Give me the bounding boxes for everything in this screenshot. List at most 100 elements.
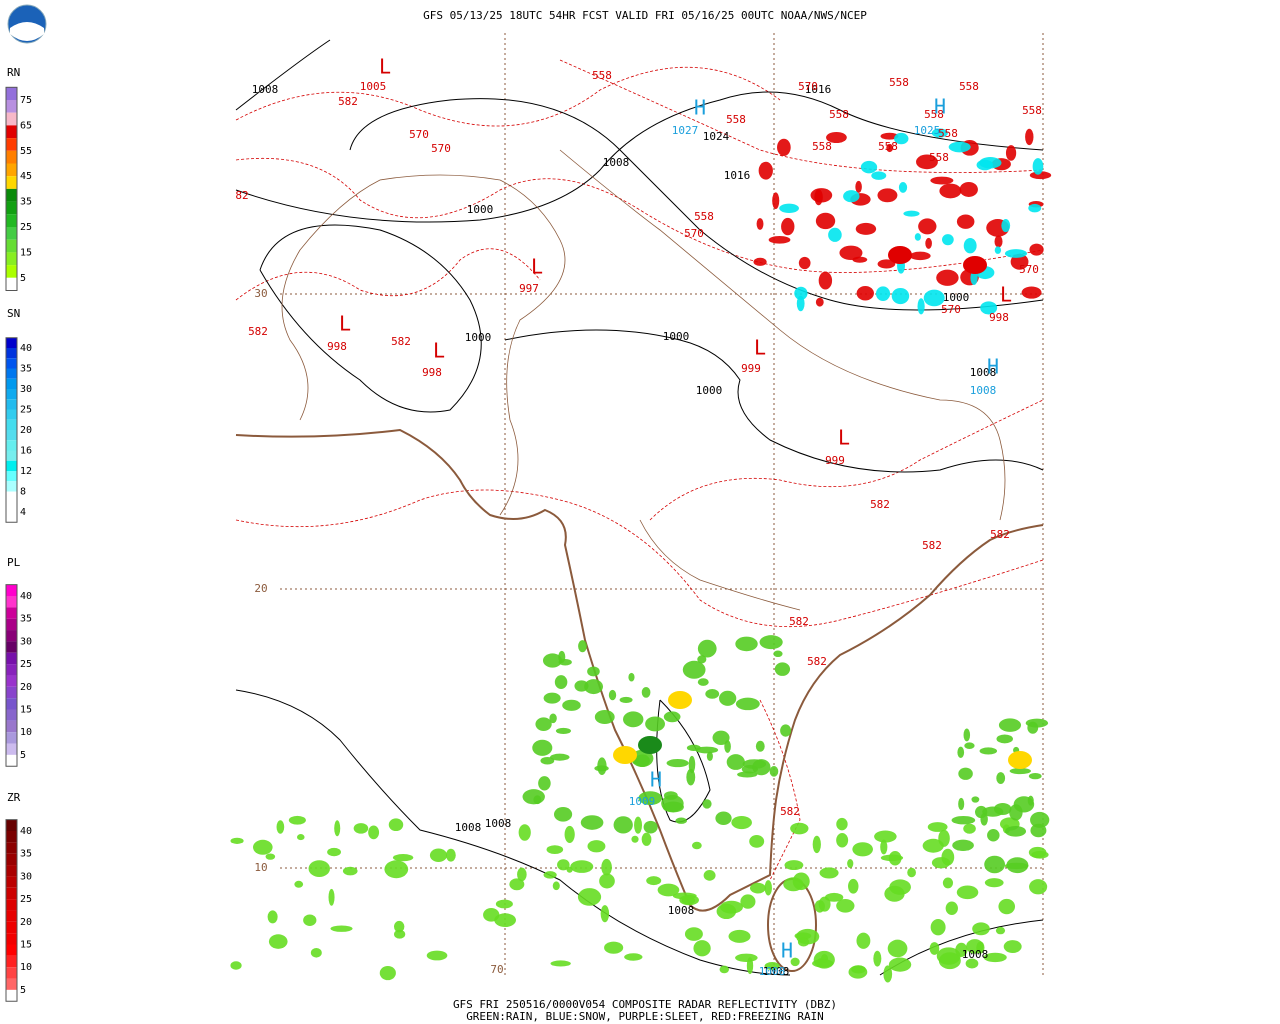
legend-swatch xyxy=(6,743,17,755)
legend-level: 15 xyxy=(20,705,32,716)
precip-cell xyxy=(446,848,456,862)
precip-cell xyxy=(796,295,805,312)
precip-cell xyxy=(955,942,968,957)
height-label: 998 xyxy=(422,366,442,379)
precip-cell xyxy=(601,858,612,876)
high-value: 1025 xyxy=(914,124,941,137)
legend-title: PL xyxy=(7,556,21,569)
precip-cell xyxy=(686,768,696,786)
pressure-label: 1000 xyxy=(663,330,690,343)
height-label: 558 xyxy=(878,140,898,153)
low-center: L xyxy=(379,55,391,79)
precip-cell xyxy=(1005,145,1017,161)
precip-cell xyxy=(726,754,745,770)
precip-cell xyxy=(1001,219,1011,233)
precip-cell xyxy=(752,759,771,776)
precip-cell xyxy=(697,678,709,686)
precip-cell xyxy=(495,899,513,909)
height-label: 570 xyxy=(798,80,818,93)
footer-line1: GFS FRI 250516/0000V054 COMPOSITE RADAR … xyxy=(453,998,837,1011)
precip-cell xyxy=(963,728,971,742)
precip-cell xyxy=(580,815,604,830)
legend-swatch xyxy=(6,348,17,359)
legend-swatch xyxy=(6,876,17,888)
height-label: 570 xyxy=(431,142,451,155)
precip-cell xyxy=(384,860,409,879)
precip-cell xyxy=(764,880,772,896)
height-label: 558 xyxy=(929,151,949,164)
legend-level: 20 xyxy=(20,425,32,436)
legend-swatch xyxy=(6,150,17,164)
legend-swatch xyxy=(6,967,17,979)
precip-core xyxy=(963,256,987,274)
precip-cell xyxy=(922,838,944,853)
precip-cell xyxy=(604,941,624,954)
precip-cell xyxy=(1029,243,1044,256)
precip-cell xyxy=(1006,857,1029,874)
precip-cell xyxy=(956,214,975,229)
precip-cell xyxy=(826,131,847,144)
height-label: 582 xyxy=(248,325,268,338)
precip-cell xyxy=(794,932,812,940)
precip-cell xyxy=(1028,772,1042,780)
height-label: 998 xyxy=(327,340,347,353)
pressure-label: 1008 xyxy=(962,948,989,961)
legend-level: 40 xyxy=(20,591,32,602)
borders xyxy=(281,149,1006,611)
precip-cell xyxy=(888,957,912,972)
high-value: 1008 xyxy=(759,965,786,978)
precip-cell xyxy=(769,766,779,777)
precip-cell xyxy=(728,929,751,943)
precip-cell xyxy=(394,920,405,933)
precip-cell xyxy=(334,820,341,837)
precip-cell xyxy=(288,815,306,825)
legend-swatch xyxy=(6,698,17,710)
height-label: 999 xyxy=(741,362,761,375)
legend-swatch xyxy=(6,630,17,642)
precip-cell xyxy=(874,830,897,843)
precip-cell xyxy=(566,866,573,873)
precip-cell xyxy=(984,878,1004,888)
precip-cell xyxy=(308,860,330,878)
legend-swatch xyxy=(6,227,17,240)
legend-swatch xyxy=(6,978,17,990)
precip-cell xyxy=(379,965,396,981)
precip-cell xyxy=(641,832,652,846)
height-label: 582 xyxy=(391,335,411,348)
precip-cell xyxy=(927,822,948,832)
precip-cell xyxy=(942,234,954,246)
legend-swatch xyxy=(6,201,17,215)
legend-swatch xyxy=(6,618,17,631)
precip-cell xyxy=(1029,879,1048,895)
precip-cell xyxy=(957,746,965,759)
precip-cell xyxy=(936,947,961,965)
height-contours xyxy=(235,59,1044,881)
precip-cell xyxy=(963,237,977,254)
precip-cell xyxy=(848,965,868,979)
precip-cell xyxy=(353,823,369,834)
precip-cell xyxy=(663,711,681,723)
precip-cell xyxy=(587,666,600,677)
precip-cell xyxy=(543,871,557,879)
precip-cell xyxy=(599,873,615,889)
precip-cell xyxy=(697,639,717,658)
height-label: 582 xyxy=(870,498,890,511)
legend-level: 35 xyxy=(20,614,32,625)
precip-cell xyxy=(856,932,871,949)
precip-cell xyxy=(917,298,925,315)
pressure-label: 1000 xyxy=(696,384,723,397)
precip-cell xyxy=(855,222,877,235)
precip-cell xyxy=(852,842,873,857)
precip-cell xyxy=(553,807,573,822)
precip-cell xyxy=(706,751,713,762)
precip-cell xyxy=(883,965,893,983)
precip-cell xyxy=(794,286,808,300)
pressure-label: 1016 xyxy=(805,83,832,96)
precip-cell xyxy=(994,246,1002,254)
legend-swatch xyxy=(6,481,17,492)
precip-cell xyxy=(983,952,1007,963)
precip-cell xyxy=(815,297,824,307)
precip-cell xyxy=(684,927,703,941)
legend-swatch xyxy=(6,399,17,410)
precip-cell xyxy=(697,655,707,664)
